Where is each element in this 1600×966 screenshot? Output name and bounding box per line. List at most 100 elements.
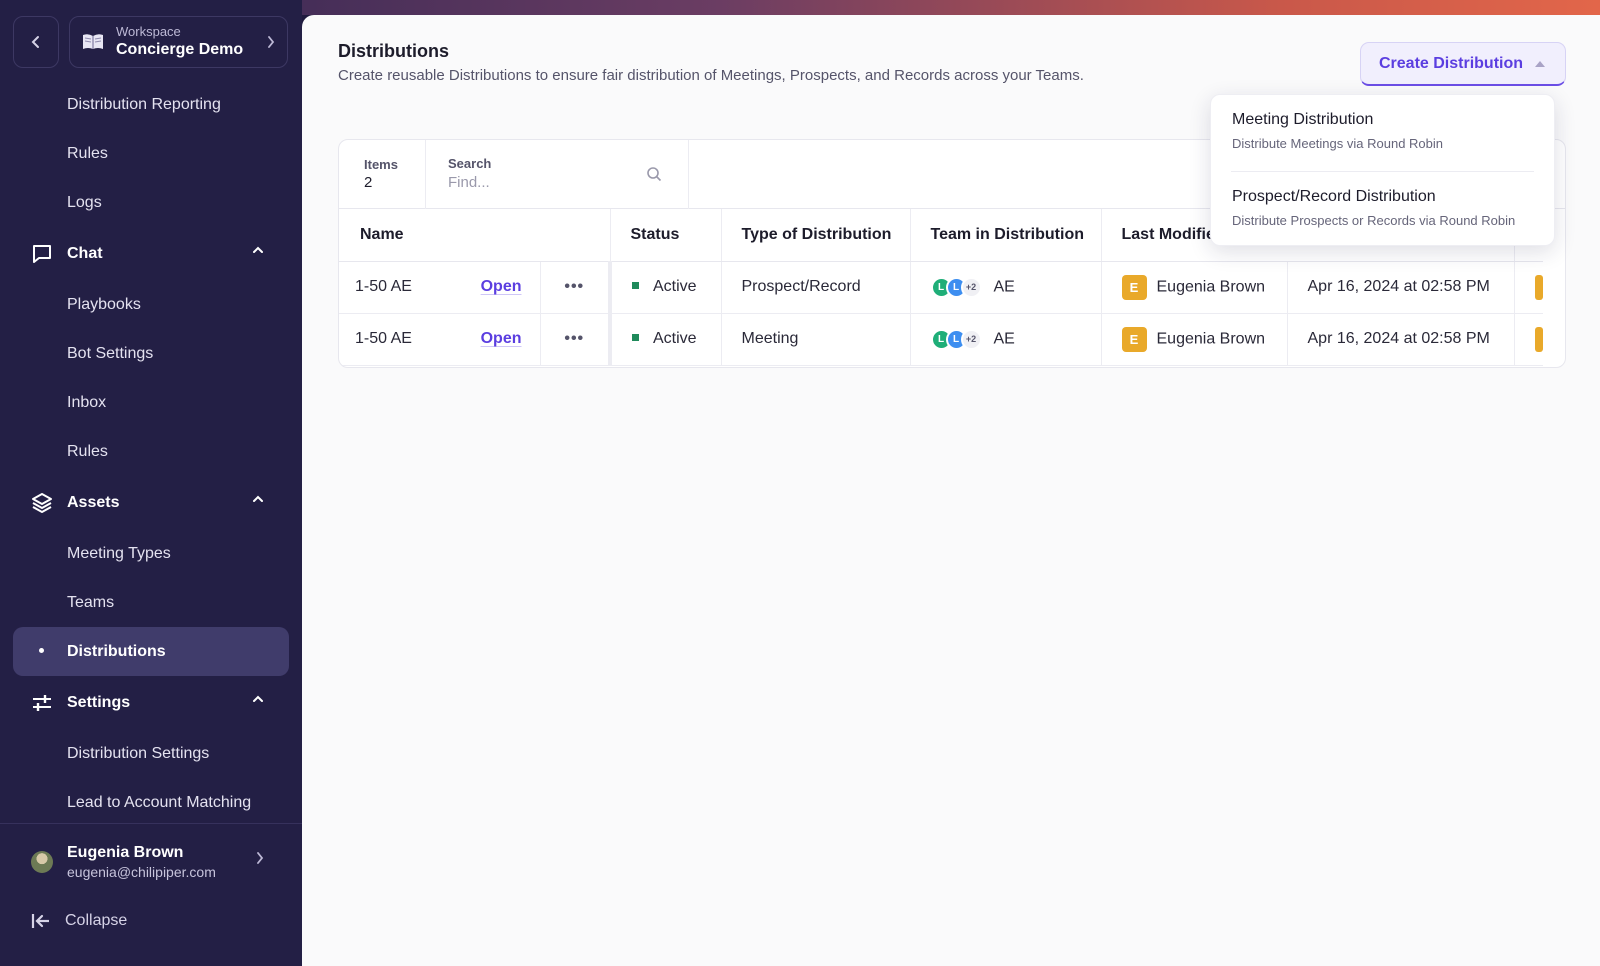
sidebar-item-label: Playbooks <box>67 295 141 313</box>
status-badge: Active <box>653 330 697 347</box>
page-title: Distributions <box>338 41 449 61</box>
items-label: Items <box>364 157 398 172</box>
search-icon[interactable] <box>646 166 662 182</box>
sidebar-item-label: Meeting Types <box>67 544 171 562</box>
modified-by: Eugenia Brown <box>1156 278 1266 296</box>
avatar: E <box>1121 274 1147 300</box>
team-name: AE <box>993 330 1015 348</box>
sidebar-item-distribution-reporting[interactable]: Distribution Reporting <box>0 80 302 129</box>
sidebar-group-label: Assets <box>67 493 120 511</box>
sliders-icon <box>31 692 53 714</box>
sidebar-item-bot-settings[interactable]: Bot Settings <box>0 329 302 378</box>
open-link[interactable]: Open <box>480 278 522 295</box>
sidebar-item-chat-rules[interactable]: Rules <box>0 427 302 476</box>
chevron-up-icon <box>253 246 263 253</box>
sidebar-item-label: Inbox <box>67 393 107 411</box>
extra-cell <box>1514 313 1543 366</box>
page-subtitle: Create reusable Distributions to ensure … <box>338 67 1084 84</box>
distribution-name: 1-50 AE <box>355 278 412 295</box>
collapse-button[interactable]: Collapse <box>0 899 302 943</box>
name-cell: 1-50 AE Open <box>339 261 541 314</box>
sidebar-item-playbooks[interactable]: Playbooks <box>0 280 302 329</box>
chevron-right-icon <box>268 36 275 48</box>
column-header-type[interactable]: Type of Distribution <box>721 209 911 262</box>
column-header-name[interactable]: Name <box>339 209 611 262</box>
avatar-overflow-count: +2 <box>960 276 982 298</box>
team-avatars: L L +2 <box>930 328 982 350</box>
more-options-button[interactable]: ••• <box>540 261 612 314</box>
create-distribution-button[interactable]: Create Distribution <box>1360 42 1566 86</box>
sidebar-item-rules[interactable]: Rules <box>0 129 302 178</box>
table-row[interactable]: 1-50 AE Open ••• Active Meeting L L +2 AE… <box>339 313 1543 366</box>
status-cell: Active <box>610 261 722 314</box>
menu-item-prospect-record-distribution[interactable]: Prospect/Record Distribution Distribute … <box>1231 171 1534 247</box>
status-indicator <box>632 282 639 290</box>
sidebar-footer: Eugenia Brown eugenia@chilipiper.com Col… <box>0 823 302 943</box>
sidebar-item-label: Bot Settings <box>67 344 154 362</box>
sidebar-item-teams[interactable]: Teams <box>0 578 302 627</box>
sidebar-item-distributions[interactable]: Distributions <box>13 627 289 676</box>
status-cell: Active <box>610 313 722 366</box>
sidebar-item-label: Distributions <box>67 642 166 660</box>
sidebar-item-label: Rules <box>67 442 108 460</box>
avatar <box>31 850 53 873</box>
sidebar-item-lead-to-account-matching[interactable]: Lead to Account Matching <box>0 778 302 827</box>
active-indicator <box>39 648 44 653</box>
chevron-up-icon <box>253 695 263 702</box>
distributions-table-card: Items 2 Search Name Status Type of Distr… <box>338 139 1566 368</box>
sidebar-item-label: Rules <box>67 144 108 162</box>
sidebar-item-label: Logs <box>67 193 102 211</box>
sidebar-item-distribution-settings[interactable]: Distribution Settings <box>0 729 302 778</box>
items-count: Items 2 <box>339 140 426 209</box>
table-row[interactable]: 1-50 AE Open ••• Active Prospect/Record L… <box>339 261 1543 314</box>
book-icon <box>83 34 103 49</box>
extra-cell <box>1514 261 1543 314</box>
back-button[interactable] <box>13 16 59 68</box>
badge <box>1534 326 1543 352</box>
user-email: eugenia@chilipiper.com <box>67 863 216 880</box>
sidebar-item-inbox[interactable]: Inbox <box>0 378 302 427</box>
open-link[interactable]: Open <box>480 330 522 347</box>
sidebar-group-label: Chat <box>67 244 103 262</box>
create-distribution-menu: Meeting Distribution Distribute Meetings… <box>1210 94 1555 246</box>
column-header-team[interactable]: Team in Distribution <box>910 209 1102 262</box>
create-distribution-label: Create Distribution <box>1379 54 1524 72</box>
chevron-left-icon <box>31 36 39 48</box>
team-cell: L L +2 AE <box>910 261 1102 314</box>
modified-at-cell: Apr 16, 2024 at 02:58 PM <box>1287 313 1515 366</box>
sidebar-item-label: Lead to Account Matching <box>67 793 252 811</box>
column-header-status[interactable]: Status <box>610 209 722 262</box>
user-menu[interactable]: Eugenia Brown eugenia@chilipiper.com <box>0 824 302 899</box>
menu-item-description: Distribute Prospects or Records via Roun… <box>1232 213 1516 228</box>
workspace-row: Workspace Concierge Demo <box>13 16 288 68</box>
chat-icon <box>31 243 53 265</box>
chevron-right-icon <box>257 852 264 864</box>
sidebar-group-settings[interactable]: Settings <box>0 676 302 729</box>
menu-item-meeting-distribution[interactable]: Meeting Distribution Distribute Meetings… <box>1211 95 1554 171</box>
distribution-name: 1-50 AE <box>355 330 412 347</box>
sidebar-group-chat[interactable]: Chat <box>0 227 302 280</box>
avatar: E <box>1121 326 1147 352</box>
status-indicator <box>632 334 639 342</box>
search-label: Search <box>448 156 492 171</box>
team-avatars: L L +2 <box>930 276 982 298</box>
modified-by-cell: E Eugenia Brown <box>1101 313 1288 366</box>
top-gradient-bar <box>0 0 1600 15</box>
badge <box>1534 274 1543 300</box>
status-badge: Active <box>653 278 697 295</box>
sidebar-group-assets[interactable]: Assets <box>0 476 302 529</box>
more-options-button[interactable]: ••• <box>540 313 612 366</box>
sidebar: Workspace Concierge Demo Distribution Re… <box>0 0 302 966</box>
search-input[interactable] <box>448 174 638 191</box>
items-value: 2 <box>364 174 373 191</box>
modified-at-cell: Apr 16, 2024 at 02:58 PM <box>1287 261 1515 314</box>
collapse-label: Collapse <box>65 912 128 929</box>
sidebar-item-meeting-types[interactable]: Meeting Types <box>0 529 302 578</box>
sidebar-item-logs[interactable]: Logs <box>0 178 302 227</box>
collapse-icon <box>31 914 49 928</box>
search-box: Search <box>427 140 689 209</box>
team-name: AE <box>993 278 1015 296</box>
workspace-switcher[interactable]: Workspace Concierge Demo <box>69 16 288 68</box>
modified-by: Eugenia Brown <box>1156 330 1266 348</box>
menu-item-title: Meeting Distribution <box>1232 111 1374 128</box>
